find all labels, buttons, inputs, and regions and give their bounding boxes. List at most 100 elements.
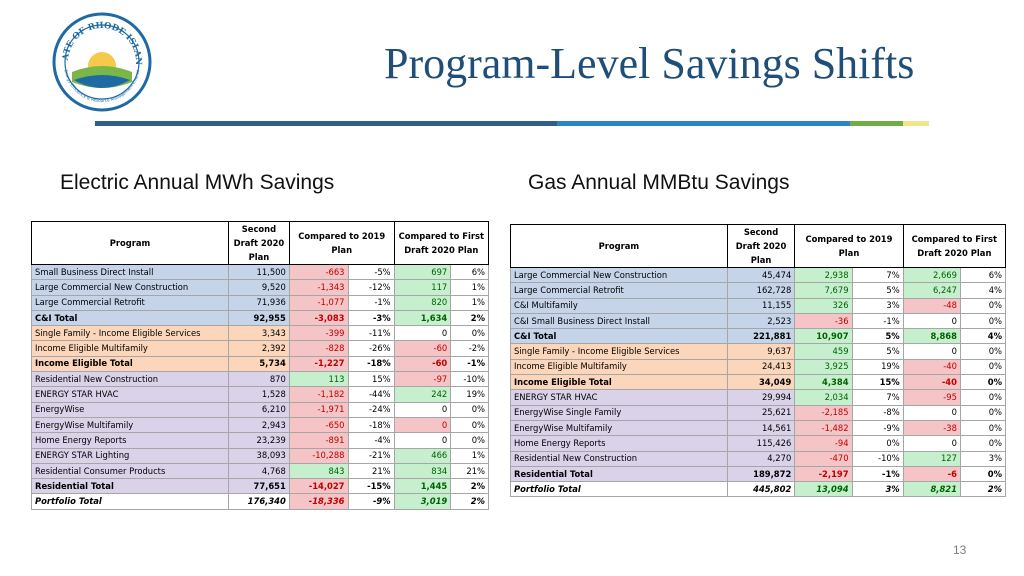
pct-change-vs-2019-cell: -1% — [347, 294, 395, 311]
pct-change-vs-first-draft-cell: -2% — [450, 340, 489, 357]
change-vs-first-draft-cell: -97 — [393, 371, 452, 388]
program-name-cell: ENERGY STAR HVAC — [510, 389, 728, 406]
second-draft-value-cell: 45,474 — [726, 266, 796, 284]
program-name-cell: Residential Total — [510, 465, 728, 483]
col-header-compared-first-draft: Compared to First Draft 2020 Plan — [902, 224, 1007, 268]
table-row: EnergyWise Multifamily 14,561 -1,482 -9% -38… — [510, 419, 1007, 437]
program-name-cell: Home Energy Reports — [30, 432, 230, 449]
table-row: Home Energy Reports 115,426 -94 0% 0 0% — [510, 435, 1007, 452]
change-vs-first-draft-cell: 834 — [393, 462, 452, 480]
second-draft-value-cell: 176,340 — [228, 493, 290, 510]
pct-change-vs-2019-cell: 7% — [851, 266, 904, 284]
change-vs-2019-cell: -399 — [288, 325, 349, 342]
pct-change-vs-2019-cell: -1% — [851, 465, 904, 483]
change-vs-first-draft-cell: 0 — [393, 432, 452, 449]
second-draft-value-cell: 38,093 — [228, 447, 290, 464]
table-row: Income Eligible Multifamily 24,413 3,925 19… — [510, 358, 1007, 376]
pct-change-vs-2019-cell: 15% — [851, 374, 904, 391]
change-vs-2019-cell: -18,336 — [288, 493, 349, 510]
second-draft-value-cell: 2,392 — [228, 340, 290, 357]
pct-change-vs-first-draft-cell: -1% — [450, 355, 489, 373]
change-vs-first-draft-cell: 466 — [393, 447, 452, 464]
change-vs-2019-cell: 4,384 — [794, 374, 853, 391]
pct-change-vs-first-draft-cell: 0% — [959, 465, 1007, 483]
change-vs-first-draft-cell: 6,247 — [902, 282, 961, 299]
change-vs-2019-cell: 459 — [794, 343, 853, 360]
second-draft-value-cell: 162,728 — [726, 282, 796, 299]
table-row: Residential Total 77,651 -14,027 -15% 1,445 2… — [30, 478, 489, 495]
change-vs-first-draft-cell: -60 — [393, 355, 452, 373]
pct-change-vs-first-draft-cell: 4% — [959, 282, 1007, 299]
pct-change-vs-first-draft-cell: 0% — [959, 404, 1007, 421]
change-vs-first-draft-cell: -40 — [902, 374, 961, 391]
pct-change-vs-2019-cell: -18% — [347, 355, 395, 373]
pct-change-vs-2019-cell: -18% — [347, 416, 395, 434]
second-draft-value-cell: 92,955 — [228, 309, 290, 327]
table-row: Large Commercial New Construction 45,474 2… — [510, 266, 1007, 284]
change-vs-2019-cell: 113 — [288, 371, 349, 388]
program-name-cell: EnergyWise Multifamily — [30, 416, 230, 434]
pct-change-vs-2019-cell: 0% — [851, 435, 904, 452]
program-name-cell: Large Commercial New Construction — [510, 266, 728, 284]
second-draft-value-cell: 1,528 — [228, 386, 290, 403]
second-draft-value-cell: 9,520 — [228, 279, 290, 296]
change-vs-first-draft-cell: -38 — [902, 419, 961, 437]
program-name-cell: EnergyWise — [30, 401, 230, 418]
col-header-compared-first-draft: Compared to First Draft 2020 Plan — [393, 221, 490, 265]
table-row: Small Business Direct Install 11,500 -663-… — [30, 263, 489, 281]
table-row: EnergyWise Single Family 25,621 -2,185 -8% 0… — [510, 404, 1007, 421]
second-draft-value-cell: 6,210 — [228, 401, 290, 418]
program-name-cell: Single Family - Income Eligible Services — [510, 343, 728, 360]
second-draft-value-cell: 25,621 — [726, 404, 796, 421]
table-row: ENERGY STAR HVAC 1,528 -1,182 -44% 242 19% — [30, 386, 489, 403]
table-row: Large Commercial New Construction 9,520 -1… — [30, 279, 489, 296]
second-draft-value-cell: 870 — [228, 371, 290, 388]
change-vs-2019-cell: -2,185 — [794, 404, 853, 421]
pct-change-vs-first-draft-cell: 2% — [450, 309, 489, 327]
table-row: EnergyWise Multifamily 2,943 -650 -18% 0 0% — [30, 416, 489, 434]
second-draft-value-cell: 115,426 — [726, 435, 796, 452]
gas-heading: Gas Annual MMBtu Savings — [528, 171, 790, 194]
pct-change-vs-first-draft-cell: 1% — [450, 279, 489, 296]
table-row: Residential New Construction 4,270 -470 -10… — [510, 450, 1007, 467]
pct-change-vs-first-draft-cell: 0% — [959, 312, 1007, 330]
second-draft-value-cell: 4,768 — [228, 462, 290, 480]
pct-change-vs-first-draft-cell: 2% — [450, 493, 489, 510]
pct-change-vs-2019-cell: -24% — [347, 401, 395, 418]
second-draft-value-cell: 23,239 — [228, 432, 290, 449]
program-name-cell: Residential New Construction — [510, 450, 728, 467]
program-name-cell: Income Eligible Total — [510, 374, 728, 391]
pct-change-vs-2019-cell: -1% — [851, 312, 904, 330]
electric-heading: Electric Annual MWh Savings — [60, 171, 335, 194]
table-row: C&I Small Business Direct Install 2,523 -3… — [510, 312, 1007, 330]
change-vs-first-draft-cell: 3,019 — [393, 493, 452, 510]
change-vs-2019-cell: -94 — [794, 435, 853, 452]
change-vs-first-draft-cell: 0 — [902, 404, 961, 421]
pct-change-vs-2019-cell: -11% — [347, 325, 395, 342]
change-vs-first-draft-cell: -60 — [393, 340, 452, 357]
rhode-island-seal-logo: STATE OF RHODE ISLAND Energy Efficiency … — [52, 12, 152, 112]
change-vs-first-draft-cell: 697 — [393, 263, 452, 281]
change-vs-2019-cell: -1,182 — [288, 386, 349, 403]
pct-change-vs-2019-cell: -3% — [347, 309, 395, 327]
change-vs-2019-cell: 2,938 — [794, 266, 853, 284]
pct-change-vs-first-draft-cell: 19% — [450, 386, 489, 403]
second-draft-value-cell: 221,881 — [726, 328, 796, 345]
table-row: C&I Total 92,955 -3,083 -3% 1,634 2% — [30, 309, 489, 327]
program-name-cell: Income Eligible Total — [30, 355, 230, 373]
pct-change-vs-first-draft-cell: 0% — [959, 358, 1007, 376]
second-draft-value-cell: 2,523 — [726, 312, 796, 330]
change-vs-2019-cell: -2,197 — [794, 465, 853, 483]
second-draft-value-cell: 3,343 — [228, 325, 290, 342]
change-vs-2019-cell: 13,094 — [794, 481, 853, 498]
pct-change-vs-2019-cell: 21% — [347, 462, 395, 480]
program-name-cell: Portfolio Total — [510, 481, 728, 498]
change-vs-first-draft-cell: 0 — [393, 416, 452, 434]
program-name-cell: Large Commercial New Construction — [30, 279, 230, 296]
pct-change-vs-2019-cell: -9% — [347, 493, 395, 510]
pct-change-vs-2019-cell: 7% — [851, 389, 904, 406]
table-row: Portfolio Total 445,802 13,094 3% 8,821 2% — [510, 481, 1007, 498]
pct-change-vs-2019-cell: 5% — [851, 343, 904, 360]
program-name-cell: C&I Multifamily — [510, 297, 728, 314]
second-draft-value-cell: 14,561 — [726, 419, 796, 437]
